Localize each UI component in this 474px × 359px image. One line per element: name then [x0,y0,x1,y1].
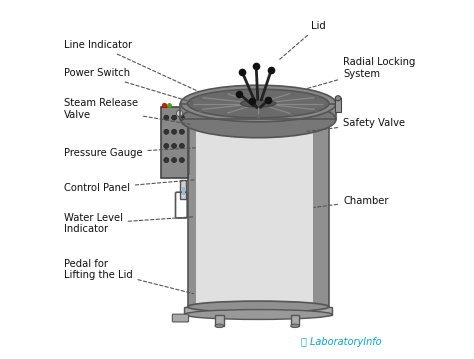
Circle shape [172,129,176,134]
Bar [181,180,186,199]
Circle shape [179,144,184,148]
Bar [313,116,329,307]
Bar [182,187,185,195]
Bar [184,307,332,314]
FancyBboxPatch shape [173,314,189,322]
Circle shape [164,129,169,134]
Bar [215,314,224,326]
Ellipse shape [188,301,329,312]
Bar [186,111,189,174]
Bar [291,314,299,326]
Text: Power Switch: Power Switch [64,69,194,103]
Circle shape [176,110,183,117]
Text: Steam Release
Valve: Steam Release Valve [64,98,190,124]
Text: Lid: Lid [280,21,326,59]
Text: Pedal for
Lifting the Lid: Pedal for Lifting the Lid [64,259,194,294]
Bar [181,103,336,120]
Bar [161,107,188,178]
Ellipse shape [188,110,329,122]
Text: Radial Locking
System: Radial Locking System [307,57,415,89]
Ellipse shape [335,96,341,101]
Bar [188,116,329,307]
Circle shape [164,115,169,120]
Text: Ⓛ LaboratoryInfo: Ⓛ LaboratoryInfo [301,337,381,348]
Text: Water Level
Indicator: Water Level Indicator [64,213,193,234]
Circle shape [172,158,176,163]
Ellipse shape [240,100,276,107]
Circle shape [172,115,176,120]
Circle shape [179,115,184,120]
Text: Line Indicator: Line Indicator [64,40,199,92]
Bar [196,116,313,307]
Bar [335,98,341,112]
Bar [181,103,336,120]
Ellipse shape [181,85,336,122]
Circle shape [172,144,176,148]
Text: Pressure Gauge: Pressure Gauge [64,148,195,158]
Circle shape [179,158,184,163]
Ellipse shape [215,324,224,328]
Text: Chamber: Chamber [314,196,389,208]
Text: Safety Valve: Safety Valve [307,118,405,131]
Circle shape [179,129,184,134]
Text: Control Panel: Control Panel [64,180,195,194]
Ellipse shape [181,101,336,138]
Bar [188,116,196,307]
Circle shape [164,144,169,148]
Ellipse shape [188,89,329,118]
Ellipse shape [291,324,299,328]
Ellipse shape [184,309,332,320]
Circle shape [164,158,169,163]
